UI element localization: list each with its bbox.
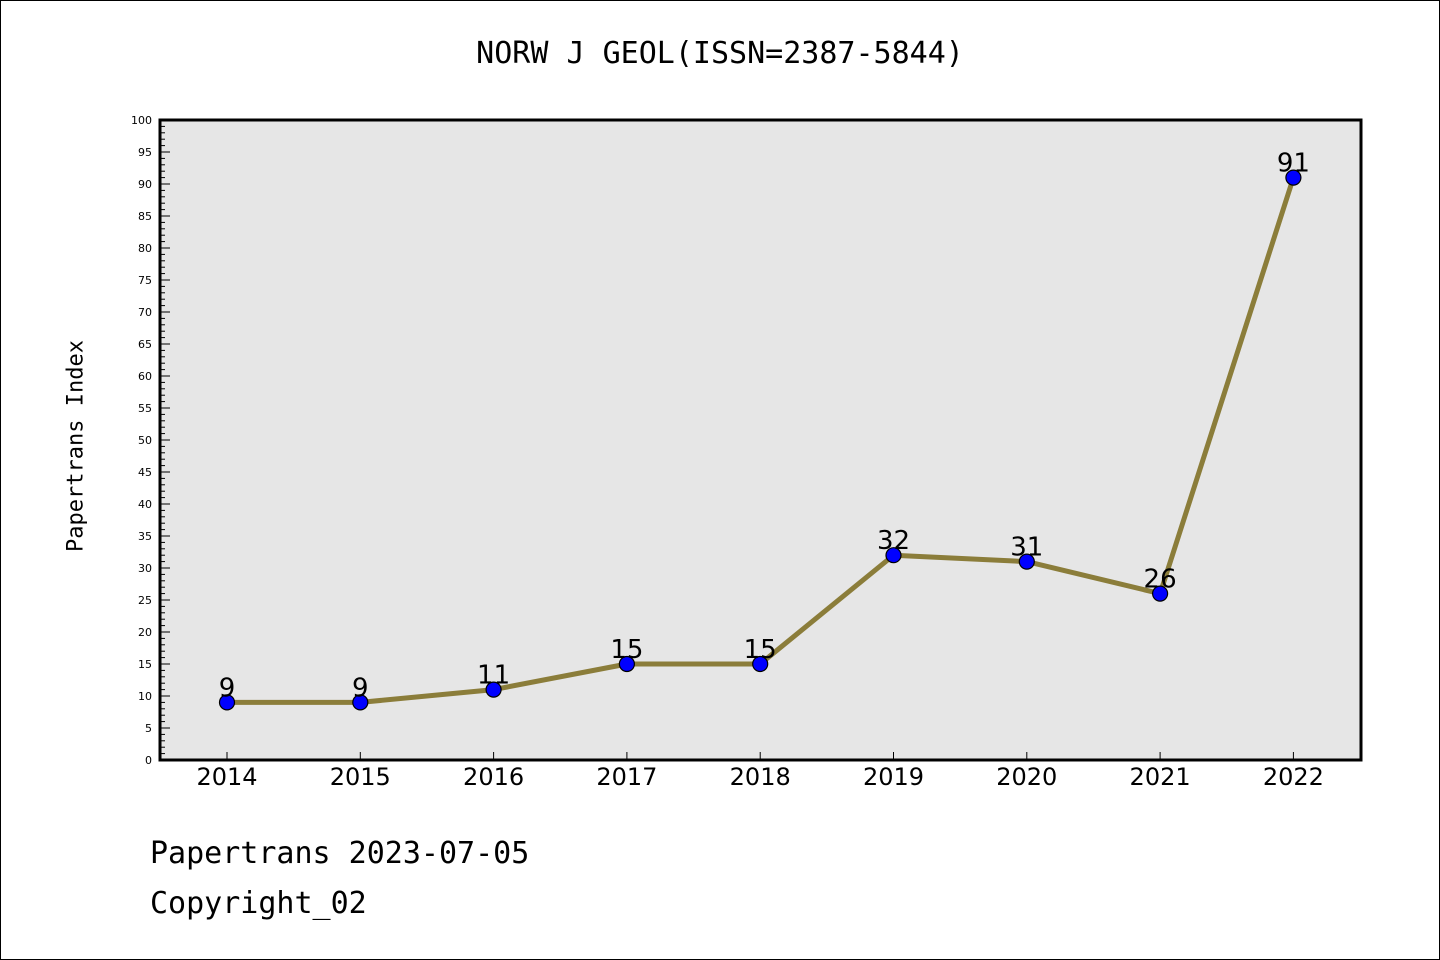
x-tick-label: 2019 xyxy=(863,763,924,791)
x-tick-label: 2021 xyxy=(1130,763,1191,791)
chart-title: NORW J GEOL(ISSN=2387-5844) xyxy=(476,36,964,71)
y-axis: 0 5 10 15 20 25 30 35 40 45 50 55 60 65 70 75 80 85 90 95 10… xyxy=(131,114,170,767)
x-tick-label: 2020 xyxy=(996,763,1057,791)
data-labels: 9 9 11 15 15 32 31 26 91 xyxy=(219,149,1310,704)
y-tick-label: 70 xyxy=(138,306,152,319)
data-point xyxy=(885,547,902,564)
y-tick-label: 25 xyxy=(138,594,152,607)
x-tick-label: 2015 xyxy=(330,763,391,791)
y-tick-label: 100 xyxy=(131,114,152,127)
x-tick-label: 2017 xyxy=(596,763,657,791)
y-tick-label: 75 xyxy=(138,274,152,287)
data-label: 32 xyxy=(877,526,910,556)
data-point xyxy=(352,694,369,711)
y-tick-label: 80 xyxy=(138,242,152,255)
y-tick-label: 55 xyxy=(138,402,152,415)
data-label: 11 xyxy=(477,661,510,691)
y-tick-label: 40 xyxy=(138,498,152,511)
data-point xyxy=(752,655,769,673)
data-point xyxy=(618,655,636,673)
y-tick-label: 65 xyxy=(138,338,152,351)
data-label: 91 xyxy=(1277,149,1310,179)
x-tick-label: 2016 xyxy=(463,763,524,791)
data-label: 15 xyxy=(610,635,643,665)
data-point xyxy=(1285,169,1302,186)
data-point xyxy=(218,694,236,711)
y-tick-label: 85 xyxy=(138,210,152,223)
y-tick-label: 90 xyxy=(138,178,152,191)
data-label: 15 xyxy=(744,635,777,665)
footer-copyright: Copyright_02 xyxy=(150,886,367,921)
data-point xyxy=(485,681,502,698)
y-tick-label: 0 xyxy=(145,754,152,767)
y-tick-label: 95 xyxy=(138,146,152,159)
data-label: 9 xyxy=(352,673,369,703)
x-axis: 2014 2015 2016 2017 2018 2019 2020 2021 2022 xyxy=(196,752,1324,791)
x-tick-label: 2022 xyxy=(1263,763,1324,791)
footer-source-date: Papertrans 2023-07-05 xyxy=(150,836,530,871)
y-tick-label: 45 xyxy=(138,466,152,479)
y-tick-label: 30 xyxy=(138,562,152,575)
y-tick-label: 35 xyxy=(138,530,152,543)
data-label: 9 xyxy=(219,673,236,703)
y-tick-label: 50 xyxy=(138,434,152,447)
y-tick-label: 20 xyxy=(138,626,152,639)
y-tick-label: 5 xyxy=(145,722,152,735)
series-layer xyxy=(218,169,1302,711)
plot-area xyxy=(158,118,1363,762)
x-tick-label: 2018 xyxy=(730,763,791,791)
data-point xyxy=(1018,553,1035,570)
y-tick-label: 60 xyxy=(138,370,152,383)
x-tick-label: 2014 xyxy=(196,763,257,791)
data-label: 26 xyxy=(1144,565,1177,595)
data-point xyxy=(1151,585,1169,602)
data-label: 31 xyxy=(1010,533,1043,563)
y-tick-label: 10 xyxy=(138,690,152,703)
y-tick-label: 15 xyxy=(138,658,152,671)
